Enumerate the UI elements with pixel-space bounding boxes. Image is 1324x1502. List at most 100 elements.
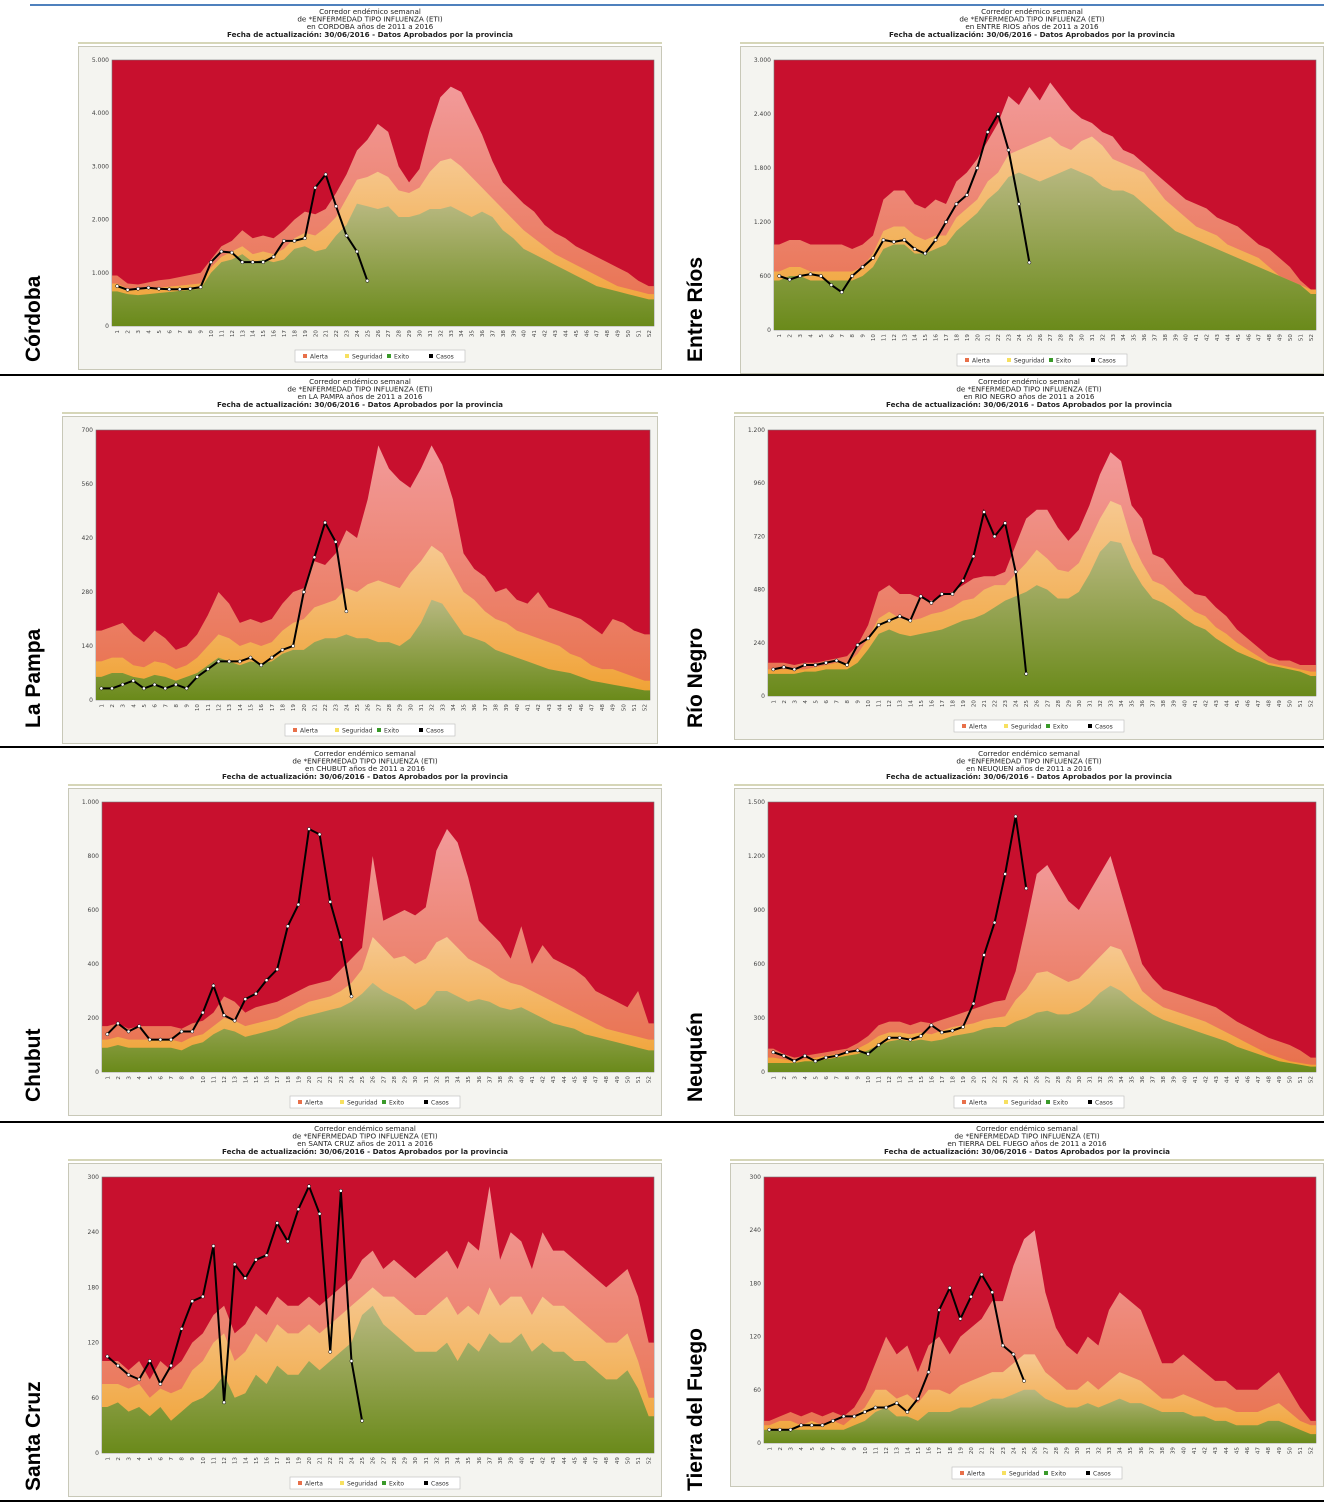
y-tick-label: 400 — [88, 961, 100, 968]
x-tick-label: 4 — [808, 334, 814, 338]
x-tick-label: 30 — [413, 1076, 419, 1084]
x-tick-label: 52 — [643, 704, 649, 711]
chart-title-line: de *ENFERMEDAD TIPO INFLUENZA (ETI) — [292, 1132, 438, 1141]
x-tick-label: 25 — [1024, 700, 1030, 708]
x-tick-label: 36 — [1140, 1076, 1146, 1084]
x-tick-label: 49 — [615, 1457, 621, 1465]
x-tick-label: 28 — [392, 1076, 398, 1084]
chart-title-line: Corredor endémico semanal — [976, 1124, 1078, 1133]
casos-point — [317, 1211, 322, 1216]
x-tick-label: 27 — [376, 704, 382, 712]
chart-panel: Corredor endémico semanal de *ENFERMEDAD … — [78, 6, 662, 370]
casos-point — [105, 1354, 110, 1359]
x-tick-label: 24 — [349, 1076, 355, 1084]
x-tick-label: 4 — [803, 700, 809, 704]
x-tick-label: 35 — [462, 704, 468, 712]
x-tick-label: 19 — [291, 704, 297, 712]
x-tick-label: 37 — [1152, 334, 1158, 342]
x-tick-label: 50 — [621, 704, 627, 712]
y-tick-label: 60 — [753, 1387, 761, 1394]
x-tick-label: 46 — [579, 704, 585, 712]
x-tick-label: 47 — [595, 330, 601, 338]
x-tick-label: 25 — [1027, 334, 1033, 342]
x-tick-label: 26 — [366, 704, 372, 712]
x-tick-label: 38 — [1160, 1447, 1166, 1455]
x-tick-label: 52 — [1309, 334, 1315, 341]
casos-point — [926, 1370, 931, 1374]
x-tick-label: 2 — [110, 704, 116, 708]
x-tick-label: 17 — [944, 334, 950, 342]
x-tick-label: 35 — [1128, 1447, 1134, 1455]
casos-point — [355, 249, 359, 254]
casos-point — [809, 1423, 814, 1428]
x-tick-label: 5 — [813, 700, 819, 704]
x-tick-label: 23 — [339, 1457, 345, 1465]
casos-point — [781, 1053, 786, 1058]
x-tick-label: 28 — [397, 330, 403, 338]
x-tick-label: 22 — [993, 700, 999, 707]
x-tick-label: 4 — [137, 1076, 143, 1080]
casos-point — [940, 1030, 944, 1035]
x-tick-label: 22 — [996, 334, 1002, 341]
x-tick-label: 25 — [1022, 1447, 1028, 1455]
x-tick-label: 28 — [1056, 1076, 1062, 1084]
x-tick-label: 17 — [940, 700, 946, 708]
legend-label: Exito — [1053, 1100, 1068, 1107]
x-tick-label: 23 — [1007, 334, 1013, 342]
legend-label: Exito — [389, 1481, 404, 1488]
x-tick-label: 43 — [1215, 334, 1221, 342]
chart-title-line: en CHUBUT años de 2011 a 2016 — [305, 764, 425, 773]
x-tick-label: 51 — [1298, 334, 1304, 342]
casos-point — [971, 554, 976, 559]
x-tick-label: 51 — [636, 330, 642, 338]
province-label: Tierra del Fuego — [684, 1328, 707, 1491]
legend-swatch — [382, 1100, 386, 1104]
x-tick-label: 29 — [407, 330, 413, 338]
x-tick-label: 49 — [611, 704, 617, 712]
x-tick-label: 8 — [845, 700, 851, 704]
x-tick-label: 23 — [334, 704, 340, 712]
chart-panel: Corredor endémico semanal de *ENFERMEDAD … — [740, 6, 1324, 374]
x-tick-label: 44 — [562, 1457, 568, 1465]
x-tick-label: 30 — [413, 1457, 419, 1465]
y-tick-label: 3.000 — [754, 57, 771, 64]
x-tick-label: 18 — [948, 1447, 954, 1455]
x-tick-label: 52 — [1309, 700, 1315, 707]
x-tick-label: 44 — [1224, 1076, 1230, 1084]
casos-point — [125, 287, 130, 292]
chart-title-line: Fecha de actualización: 30/06/2016 - Dat… — [889, 30, 1175, 39]
casos-point — [259, 663, 263, 668]
x-tick-label: 27 — [1045, 1076, 1051, 1084]
legend — [289, 1476, 461, 1490]
x-tick-label: 46 — [583, 1457, 589, 1465]
casos-point — [328, 900, 333, 904]
casos-point — [990, 1290, 995, 1295]
x-tick-label: 2 — [782, 700, 788, 704]
x-tick-label: 21 — [324, 330, 330, 338]
x-tick-label: 25 — [1024, 1076, 1030, 1084]
casos-point — [771, 1050, 776, 1055]
casos-point — [285, 1239, 290, 1244]
x-tick-label: 12 — [884, 1447, 890, 1454]
legend-label: Alerta — [967, 1471, 985, 1478]
x-tick-label: 26 — [371, 1457, 377, 1465]
x-tick-label: 45 — [1235, 1076, 1241, 1084]
casos-point — [887, 618, 892, 623]
casos-point — [954, 202, 959, 206]
x-tick-label: 28 — [1054, 1447, 1060, 1455]
x-tick-label: 3 — [136, 330, 142, 334]
casos-point — [307, 1184, 311, 1189]
x-tick-label: 43 — [551, 1076, 557, 1084]
x-tick-label: 13 — [227, 704, 233, 712]
x-tick-label: 49 — [1277, 1447, 1283, 1455]
casos-point — [115, 284, 120, 288]
x-tick-label: 10 — [871, 334, 877, 342]
x-tick-label: 37 — [483, 704, 489, 712]
x-tick-label: 52 — [1309, 1076, 1315, 1083]
x-tick-label: 35 — [1132, 334, 1138, 342]
x-tick-label: 45 — [568, 704, 574, 712]
casos-point — [876, 1043, 881, 1047]
x-tick-label: 10 — [209, 330, 215, 338]
